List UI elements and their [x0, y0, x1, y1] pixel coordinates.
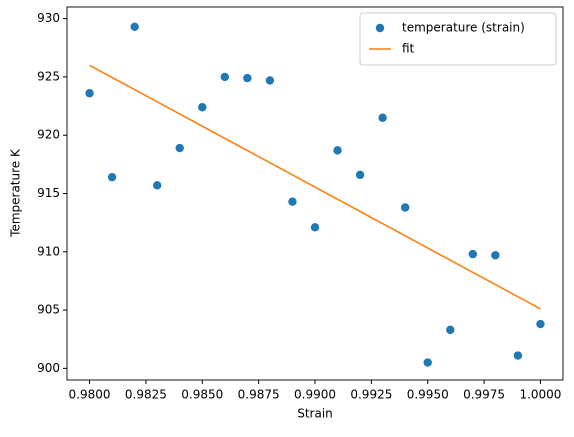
x-tick-label: 0.9925: [350, 388, 392, 402]
x-tick-label: 0.9975: [463, 388, 505, 402]
legend-box: [359, 12, 557, 66]
y-tick-label: 925: [37, 69, 60, 83]
scatter-point: [220, 72, 230, 82]
scatter-point: [198, 103, 207, 112]
y-axis-label: Temperature K: [9, 148, 23, 238]
scatter-point: [513, 351, 523, 360]
scatter-point: [310, 223, 320, 232]
x-tick-label: 0.9800: [69, 388, 111, 402]
x-tick-label: 0.9875: [238, 388, 280, 402]
scatter-point: [378, 113, 387, 122]
scatter-point: [536, 319, 545, 329]
fit-line: [89, 64, 541, 310]
legend-marker: [375, 23, 385, 33]
scatter-point: [85, 89, 94, 98]
y-tick-label: 905: [37, 303, 60, 317]
scatter-point: [333, 146, 342, 155]
scatter-point: [175, 143, 184, 153]
scatter-point: [130, 22, 139, 32]
x-tick-label: 0.9900: [294, 388, 336, 402]
y-tick-label: 900: [37, 361, 60, 375]
scatter-point: [243, 73, 252, 83]
scatter-point: [288, 197, 297, 206]
x-tick-label: 1.0000: [519, 388, 561, 402]
y-tick-label: 920: [37, 128, 60, 142]
scatter-point: [446, 325, 455, 335]
x-axis-label: Strain: [297, 407, 333, 421]
scatter-point: [468, 249, 478, 259]
legend-label: fit: [402, 42, 415, 56]
x-tick-label: 0.9950: [407, 388, 449, 402]
y-tick-label: 915: [37, 186, 60, 200]
y-tick-label: 930: [37, 11, 60, 25]
scatter-point: [265, 76, 275, 85]
x-tick-label: 0.9825: [125, 388, 167, 402]
scatter-point: [400, 203, 410, 212]
legend-label: temperature (strain): [402, 21, 525, 35]
scatter-point: [107, 172, 117, 182]
scatter-point: [355, 170, 365, 180]
scatter-point: [491, 251, 500, 260]
scatter-point: [423, 358, 432, 367]
scatter-point: [152, 181, 162, 190]
x-tick-label: 0.9850: [181, 388, 223, 402]
plot-frame: [66, 6, 564, 381]
y-tick-label: 910: [37, 244, 60, 258]
